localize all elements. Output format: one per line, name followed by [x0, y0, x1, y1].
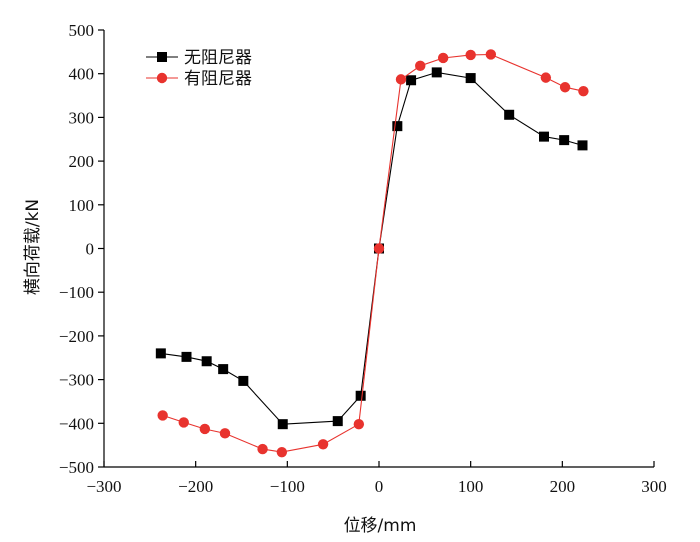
data-point [559, 135, 570, 146]
y-tick-label: −500 [59, 458, 94, 477]
y-tick-label: −400 [59, 414, 94, 433]
data-point [181, 351, 192, 362]
data-point [415, 60, 426, 72]
data-point [199, 423, 211, 435]
data-point [218, 364, 229, 375]
data-point [395, 74, 407, 85]
data-point [178, 417, 189, 428]
data-point [276, 446, 288, 458]
data-point [201, 356, 212, 367]
x-axis-title: 位移/mm [344, 516, 417, 536]
data-point [157, 410, 168, 421]
legend-label: 有阻尼器 [184, 69, 252, 89]
data-point [431, 67, 442, 78]
y-tick-label: −200 [59, 327, 94, 346]
y-tick-label: 500 [69, 21, 95, 40]
y-tick-label: 400 [69, 65, 95, 84]
data-point [332, 416, 343, 427]
data-point [373, 243, 385, 254]
x-tick-label: 100 [458, 477, 484, 496]
y-tick-label: 300 [69, 108, 95, 127]
y-tick-label: −300 [59, 371, 94, 390]
data-point [578, 85, 589, 97]
data-point [317, 439, 329, 450]
legend-entry: 无阻尼器 [146, 48, 252, 68]
y-tick-label: −100 [59, 283, 94, 302]
legend-marker [156, 72, 168, 84]
data-point [465, 73, 476, 84]
y-tick-label: 100 [69, 196, 95, 215]
data-point [577, 140, 588, 151]
data-point [355, 390, 366, 401]
data-point [406, 75, 417, 86]
data-point [539, 131, 549, 142]
legend-marker [157, 52, 167, 62]
series-1 [155, 67, 588, 430]
y-tick-label: 0 [86, 240, 95, 259]
data-point [540, 72, 552, 83]
x-tick-label: 300 [641, 477, 667, 496]
data-point [353, 418, 365, 430]
x-tick-label: −200 [178, 477, 213, 496]
legend-label: 无阻尼器 [184, 48, 252, 68]
x-tick-label: −300 [86, 477, 121, 496]
data-point [465, 49, 476, 61]
series-layer [155, 49, 589, 458]
data-point [559, 82, 571, 93]
data-point [238, 375, 249, 386]
data-point [219, 428, 231, 439]
data-point [485, 49, 497, 60]
legend-entry: 有阻尼器 [146, 69, 252, 89]
data-point [504, 109, 515, 120]
series-2 [157, 49, 589, 458]
x-tick-label: 200 [550, 477, 576, 496]
data-point [155, 348, 166, 359]
axes: −500 −400 −300 −200 −100 0 100 200 300 400 500 −300… [59, 21, 667, 496]
x-tick-label: 0 [375, 477, 384, 496]
data-point [277, 419, 288, 430]
x-tick-label: −100 [270, 477, 305, 496]
y-axis-title: 横向荷载/kN [23, 199, 43, 295]
data-point [392, 121, 403, 132]
y-tick-label: 200 [69, 152, 95, 171]
series-line [162, 53, 584, 453]
data-point [437, 52, 449, 64]
data-point [257, 443, 268, 455]
